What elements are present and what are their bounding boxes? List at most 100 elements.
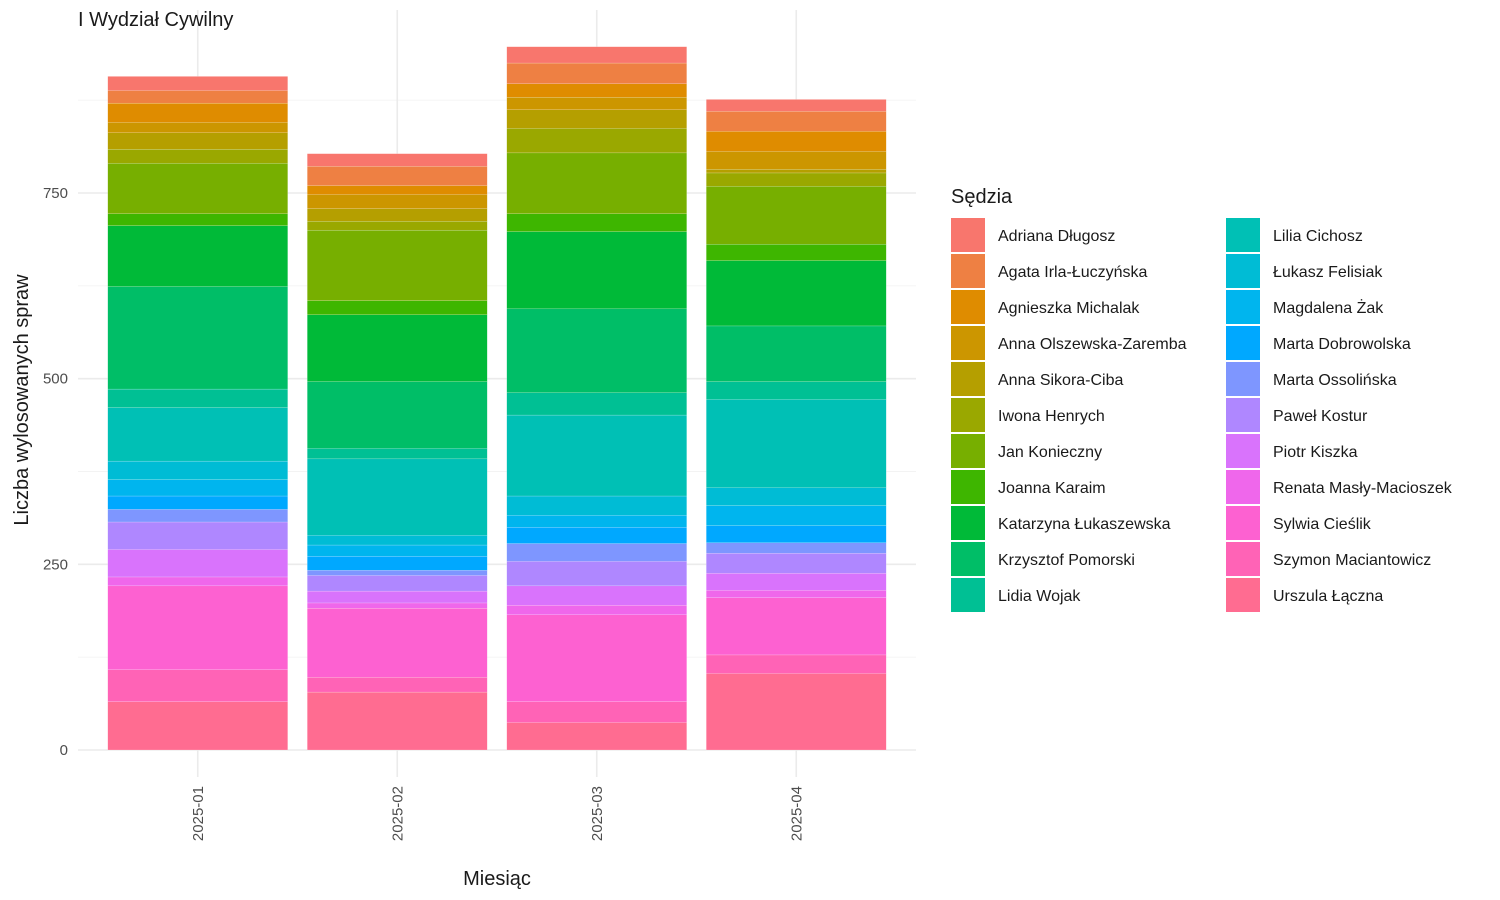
bar-segment: Krzysztof Pomorski 2025-03: 113 — [506, 308, 687, 393]
bar-segment: Piotr Kiszka 2025-04: 23 — [706, 573, 887, 591]
bar-segment: Urszula Łączna 2025-03: 37 — [506, 722, 687, 751]
bar-segment: Jan Konieczny 2025-01: 68 — [107, 163, 288, 214]
bar-segment: Szymon Maciantowicz 2025-01: 43 — [107, 669, 288, 702]
bar-segment: Adriana Długosz 2025-01: 19 — [107, 76, 288, 91]
bar-segment: Joanna Karaim 2025-03: 24 — [506, 213, 687, 232]
bar-segment: Marta Ossolińska 2025-04: 14 — [706, 542, 887, 554]
legend-label: Adriana Długosz — [998, 228, 1115, 245]
legend-swatch — [951, 398, 985, 432]
legend-swatch — [1226, 578, 1260, 612]
bar-segment: Łukasz Felisiak 2025-01: 25 — [107, 460, 288, 480]
legend-swatch — [951, 434, 985, 468]
bar-segment: Anna Olszewska-Zaremba 2025-04: 24 — [706, 151, 887, 170]
bars: Urszula Łączna 2025-01: 65Szymon Maciant… — [107, 46, 887, 751]
bar-segment: Anna Sikora-Ciba 2025-03: 25 — [506, 109, 687, 129]
bar-segment: Magdalena Żak 2025-04: 27 — [706, 505, 887, 526]
bar-segment: Anna Olszewska-Zaremba 2025-02: 19 — [307, 194, 488, 209]
bar-segment: Renata Masły-Macioszek 2025-02: 7 — [307, 602, 488, 609]
bar-segment: Paweł Kostur 2025-03: 33 — [506, 561, 687, 587]
bar-segment: Marta Ossolińska 2025-01: 17 — [107, 509, 288, 523]
bar-segment: Iwona Henrych 2025-04: 18 — [706, 172, 887, 187]
x-tick-label: 2025-04 — [788, 786, 805, 841]
bar-segment: Agnieszka Michalak 2025-04: 27 — [706, 131, 887, 152]
bar-segment: Renata Masły-Macioszek 2025-01: 12 — [107, 576, 288, 587]
legend-label: Jan Konieczny — [998, 444, 1102, 461]
bar-segment: Magdalena Żak 2025-02: 15 — [307, 544, 488, 557]
axes: 0 250 500 750 2025-01 2025-02 2025-03 2025-04 — [43, 185, 805, 841]
legend-label: Sylwia Cieślik — [1273, 516, 1372, 533]
bar-segment: Agata Irla-Łuczyńska 2025-01: 17 — [107, 90, 288, 104]
x-tick-label: 2025-02 — [389, 786, 406, 841]
bar-segment: Lilia Cichosz 2025-04: 119 — [706, 399, 887, 488]
bar-segment: Magdalena Żak 2025-01: 22 — [107, 479, 288, 497]
legend-swatch — [951, 542, 985, 576]
bar-segment: Adriana Długosz 2025-04: 16 — [706, 99, 887, 112]
bar-segment: Marta Dobrowolska 2025-01: 18 — [107, 495, 288, 510]
bar-segment: Jan Konieczny 2025-03: 82 — [506, 152, 687, 214]
bar-segment: Jan Konieczny 2025-04: 78 — [706, 186, 887, 245]
legend-swatch — [951, 290, 985, 324]
bar-segment: Magdalena Żak 2025-03: 16 — [506, 515, 687, 528]
bar-segment: Joanna Karaim 2025-04: 22 — [706, 244, 887, 261]
bar-segment: Iwona Henrych 2025-02: 12 — [307, 221, 488, 231]
bar-segment: Katarzyna Łukaszewska 2025-02: 90 — [307, 314, 488, 382]
bar-segment: Urszula Łączna 2025-02: 78 — [307, 691, 488, 751]
bar-segment: Szymon Maciantowicz 2025-02: 20 — [307, 677, 488, 693]
legend-swatch — [1226, 434, 1260, 468]
legend-swatch — [951, 362, 985, 396]
bar-segment: Urszula Łączna 2025-04: 103 — [706, 673, 887, 751]
legend-swatch — [1226, 398, 1260, 432]
bar-segment: Agnieszka Michalak 2025-01: 26 — [107, 102, 288, 123]
bar-segment: Renata Masły-Macioszek 2025-03: 13 — [506, 605, 687, 615]
bar-segment: Katarzyna Łukaszewska 2025-03: 104 — [506, 231, 687, 310]
bar-segment: Krzysztof Pomorski 2025-02: 90 — [307, 381, 488, 449]
legend-label: Szymon Maciantowicz — [1273, 552, 1431, 569]
legend-swatch — [1226, 362, 1260, 396]
bar-segment: Łukasz Felisiak 2025-03: 26 — [506, 495, 687, 516]
bar-segment: Agata Irla-Łuczyńska 2025-02: 26 — [307, 166, 488, 186]
legend-swatch — [1226, 290, 1260, 324]
bar-segment: Paweł Kostur 2025-02: 21 — [307, 575, 488, 592]
bar-segment: Renata Masły-Macioszek 2025-04: 10 — [706, 590, 887, 598]
legend: Sędzia Adriana Długosz Agata Irla-Łuczyńs… — [951, 186, 1453, 612]
bar-segment: Joanna Karaim 2025-02: 19 — [307, 300, 488, 315]
bar-segment: Agata Irla-Łuczyńska 2025-04: 27 — [706, 111, 887, 132]
legend-label: Lidia Wojak — [998, 588, 1081, 605]
legend-label: Agnieszka Michalak — [998, 300, 1140, 317]
bar-segment: Anna Olszewska-Zaremba 2025-03: 17 — [506, 97, 687, 110]
bar-segment: Lilia Cichosz 2025-03: 109 — [506, 414, 687, 497]
legend-label: Marta Dobrowolska — [1273, 336, 1411, 353]
legend-swatch — [951, 326, 985, 360]
chart-title: I Wydział Cywilny — [78, 9, 233, 31]
bar-segment: Łukasz Felisiak 2025-04: 24 — [706, 487, 887, 506]
bar-segment: Katarzyna Łukaszewska 2025-01: 82 — [107, 225, 288, 287]
x-axis-title: Miesiąc — [463, 868, 531, 890]
legend-label: Piotr Kiszka — [1273, 444, 1358, 461]
bar-segment: Marta Ossolińska 2025-02: 7 — [307, 570, 488, 576]
bar-segment: Jan Konieczny 2025-02: 95 — [307, 229, 488, 301]
legend-label: Magdalena Żak — [1273, 298, 1384, 317]
legend-label: Krzysztof Pomorski — [998, 552, 1135, 569]
y-tick-label: 500 — [43, 371, 68, 388]
y-tick-label: 250 — [43, 556, 68, 573]
bar-segment: Paweł Kostur 2025-04: 27 — [706, 553, 887, 574]
bar-segment: Adriana Długosz 2025-03: 22 — [506, 46, 687, 64]
bar-segment: Łukasz Felisiak 2025-02: 13 — [307, 535, 488, 546]
legend-label: Agata Irla-Łuczyńska — [998, 264, 1148, 281]
bar-segment: Paweł Kostur 2025-01: 37 — [107, 521, 288, 550]
legend-label: Lilia Cichosz — [1273, 228, 1363, 245]
legend-swatch — [1226, 218, 1260, 252]
legend-swatch — [951, 254, 985, 288]
bar-segment: Lidia Wojak 2025-03: 30 — [506, 392, 687, 416]
bar-segment: Szymon Maciantowicz 2025-04: 25 — [706, 654, 887, 674]
bar-segment: Lidia Wojak 2025-02: 14 — [307, 448, 488, 460]
bar-segment: Piotr Kiszka 2025-01: 37 — [107, 549, 288, 578]
bar-segment: Marta Dobrowolska 2025-03: 22 — [506, 527, 687, 544]
bar-segment: Katarzyna Łukaszewska 2025-04: 88 — [706, 260, 887, 327]
legend-label: Katarzyna Łukaszewska — [998, 516, 1171, 533]
legend-swatch — [951, 506, 985, 540]
bar-segment: Lidia Wojak 2025-01: 25 — [107, 388, 288, 408]
legend-label: Anna Olszewska-Zaremba — [998, 336, 1187, 353]
bar-segment: Piotr Kiszka 2025-03: 26 — [506, 585, 687, 606]
